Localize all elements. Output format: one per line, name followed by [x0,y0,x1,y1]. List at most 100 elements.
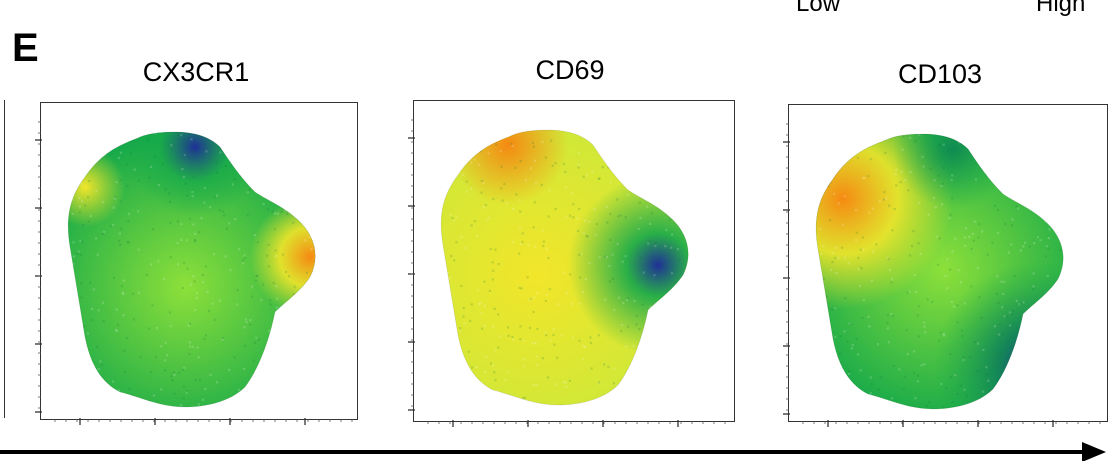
plot1-cell-dot [634,168,638,171]
plot0-cell-dot [195,296,198,299]
plot2-cell-dot [847,147,850,151]
plot0-cell-dot [75,369,78,372]
plot2-cell-dot [833,192,836,195]
plot0-cell-dot [84,161,87,164]
plot1-cell-dot [598,256,601,259]
plot0-cell-dot [297,393,300,396]
plot1-cell-dot [717,389,719,391]
plot0-cell-dot [276,333,279,336]
plot0-cell-dot [277,382,281,386]
plot0-cell-dot [266,187,269,190]
plot0-cell-dot [83,204,87,207]
plot0-cell-dot [160,345,163,348]
plot0-cell-dot [336,363,338,365]
plot2-cell-dot [804,243,806,245]
plot0-cell-dot [216,381,219,384]
plot1-cell-dot [518,226,522,229]
plot1-cell-dot [480,118,482,120]
plot0-cell-dot [86,156,90,159]
plot2-cell-dot [914,140,917,143]
plot1-cell-dot [485,355,488,359]
plot0-cell-dot [111,224,115,227]
plot1-cell-dot [553,343,556,346]
plot0-cell-dot [91,319,94,322]
plot1-cell-dot [712,294,714,296]
plot1-cell-dot [489,247,492,250]
plot0-cell-dot [248,157,251,160]
plot2-cell-dot [892,364,895,368]
plot2-cell-dot [996,123,998,125]
plot2-cell-dot [916,314,919,317]
plot2-cell-dot [861,236,864,239]
plot1-cell-dot [578,302,582,305]
plot2-cell-dot [963,388,966,391]
plot2-cell-dot [967,135,970,138]
plot1-cell-dot [534,245,537,248]
plot1-cell-dot [706,280,708,282]
plot2-cell-dot [1021,181,1024,184]
plot1-cell-dot [670,233,674,236]
plot2-cell-dot [886,314,890,317]
plot2-cell-dot [1075,161,1077,163]
plot1-cell-dot [547,215,550,218]
plot0-cell-dot [215,171,219,174]
plot0-cell-dot [233,356,236,359]
plot0-cell-dot [188,217,192,221]
plot1-cell-dot [690,397,692,399]
plot2-cell-dot [917,201,921,204]
plot2-cell-dot [887,258,890,261]
plot0-cell-dot [336,154,338,156]
plot2-cell-dot [1001,333,1004,336]
plot1-cell-dot [535,342,538,346]
plot1-cell-dot [604,298,607,301]
plot1-cell-dot [460,236,463,239]
plot0-cell-dot [80,282,83,285]
plot2-cell-dot [956,304,959,307]
plot2-cell-dot [1004,376,1007,379]
plot1-cell-dot [576,217,579,220]
plot2-cell-dot [997,333,1001,336]
plot0-cell-dot [340,186,342,188]
plot2-cell-dot [930,132,932,134]
plot2-cell-dot [1067,173,1069,175]
plot1-cell-dot [578,253,581,256]
plot1-cell-dot [465,246,468,250]
plot1-cell-dot [656,371,659,375]
plot0-cell-dot [266,208,269,211]
plot2-cell-dot [1056,398,1059,401]
plot1-cell-dot [441,370,444,373]
plot1-cell-dot [665,228,668,231]
plot0-cell-dot [73,298,76,301]
plot0-cell-dot [262,202,265,206]
plot2-cell-dot [917,374,920,377]
plot0-cell-dot [89,215,92,218]
plot0-cell-dot [311,391,314,394]
plot2-cell-dot [1032,288,1035,291]
plot0-cell-dot [246,214,249,217]
plot1-cell-dot [492,197,495,201]
plot1-cell-dot [472,108,474,110]
plot0-cell-dot [334,178,336,180]
plot1-cell-dot [652,359,655,362]
plot0-cell-dot [317,347,319,349]
plot0-cell-dot [274,249,277,252]
plot0-cell-dot [123,135,126,138]
plot0-cell-dot [267,265,271,268]
plot1-cell-dot [477,112,479,114]
plot1-cell-dot [541,229,544,232]
plot0-cell-dot [215,113,217,115]
plot2-cell-dot [1039,166,1042,169]
plot0-cell-dot [166,354,169,357]
plot2-cell-dot [857,268,860,271]
plot1-cell-dot [709,138,711,140]
plot0-cell-dot [68,384,72,388]
plot1-cell-dot [705,119,707,121]
plot0-cell-dot [169,256,172,259]
plot2-cell-dot [1059,249,1062,252]
plot1-cell-dot [656,259,659,262]
plot2-cell-dot [1017,169,1020,173]
plot1-cell-dot [707,255,709,257]
plot2-cell-dot [1038,386,1041,389]
plot1-cell-dot [581,358,584,361]
plot0-cell-dot [115,180,118,184]
